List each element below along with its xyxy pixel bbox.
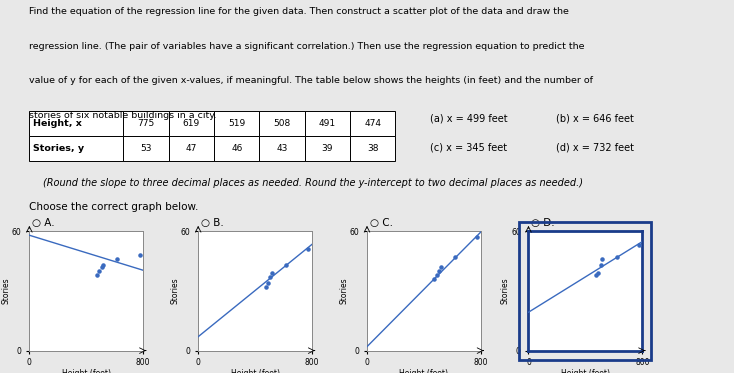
Text: Choose the correct graph below.: Choose the correct graph below. <box>29 202 199 212</box>
Text: 519: 519 <box>228 119 245 128</box>
Text: 43: 43 <box>277 144 288 153</box>
FancyBboxPatch shape <box>169 111 214 136</box>
Text: 47: 47 <box>186 144 197 153</box>
Y-axis label: Stories: Stories <box>501 278 509 304</box>
FancyBboxPatch shape <box>169 136 214 161</box>
FancyBboxPatch shape <box>123 111 169 136</box>
Text: 619: 619 <box>183 119 200 128</box>
Y-axis label: Stories: Stories <box>339 278 348 304</box>
Point <box>435 264 447 270</box>
FancyBboxPatch shape <box>260 111 305 136</box>
Point <box>95 264 107 270</box>
Text: 46: 46 <box>231 144 242 153</box>
Point <box>431 272 443 278</box>
Point <box>597 256 608 262</box>
Point <box>93 268 105 274</box>
Point <box>595 262 606 268</box>
Text: (c) x = 345 feet: (c) x = 345 feet <box>430 142 507 152</box>
X-axis label: Height (feet): Height (feet) <box>399 369 448 373</box>
Point <box>611 254 622 260</box>
X-axis label: Height (feet): Height (feet) <box>561 369 610 373</box>
Y-axis label: Stories: Stories <box>170 278 179 304</box>
X-axis label: Height (feet): Height (feet) <box>230 369 280 373</box>
Point <box>262 280 274 286</box>
Point <box>471 234 483 240</box>
FancyBboxPatch shape <box>214 136 260 161</box>
Point <box>260 284 272 290</box>
FancyBboxPatch shape <box>214 111 260 136</box>
FancyBboxPatch shape <box>350 136 396 161</box>
Text: ○ A.: ○ A. <box>32 218 54 228</box>
Point <box>429 276 440 282</box>
Point <box>91 272 103 278</box>
FancyBboxPatch shape <box>29 111 123 136</box>
Text: 53: 53 <box>140 144 152 153</box>
Text: regression line. (The pair of variables have a significant correlation.) Then us: regression line. (The pair of variables … <box>29 42 585 51</box>
Point <box>280 262 292 268</box>
FancyBboxPatch shape <box>305 111 350 136</box>
FancyBboxPatch shape <box>260 136 305 161</box>
Text: ○ C.: ○ C. <box>370 218 393 228</box>
Point <box>449 254 461 260</box>
Point <box>134 252 145 258</box>
Point <box>302 246 314 252</box>
Text: (Round the slope to three decimal places as needed. Round the y-intercept to two: (Round the slope to three decimal places… <box>43 178 584 188</box>
FancyBboxPatch shape <box>305 136 350 161</box>
Text: Height, x: Height, x <box>33 119 81 128</box>
X-axis label: Height (feet): Height (feet) <box>62 369 111 373</box>
Text: Stories, y: Stories, y <box>33 144 84 153</box>
Text: 38: 38 <box>367 144 379 153</box>
FancyBboxPatch shape <box>350 111 396 136</box>
Text: ○ B.: ○ B. <box>200 218 223 228</box>
Point <box>592 270 604 276</box>
FancyBboxPatch shape <box>123 136 169 161</box>
Text: Find the equation of the regression line for the given data. Then construct a sc: Find the equation of the regression line… <box>29 7 570 16</box>
Text: (b) x = 646 feet: (b) x = 646 feet <box>556 114 633 124</box>
Text: (a) x = 499 feet: (a) x = 499 feet <box>430 114 508 124</box>
Point <box>590 272 602 278</box>
Text: 474: 474 <box>364 119 381 128</box>
Point <box>112 256 123 262</box>
Text: 491: 491 <box>319 119 336 128</box>
Point <box>433 268 445 274</box>
Y-axis label: Stories: Stories <box>1 278 10 304</box>
Point <box>266 270 278 276</box>
FancyBboxPatch shape <box>29 136 123 161</box>
Text: stories of six notable buildings in a city.: stories of six notable buildings in a ci… <box>29 111 217 120</box>
Text: 508: 508 <box>274 119 291 128</box>
Text: 39: 39 <box>321 144 333 153</box>
Text: 775: 775 <box>137 119 155 128</box>
Point <box>633 242 644 248</box>
Text: ○ D.: ○ D. <box>531 218 555 228</box>
Text: value of y for each of the given x-values, if meaningful. The table below shows : value of y for each of the given x-value… <box>29 76 593 85</box>
Point <box>264 274 276 280</box>
Text: (d) x = 732 feet: (d) x = 732 feet <box>556 142 634 152</box>
Point <box>98 262 109 268</box>
